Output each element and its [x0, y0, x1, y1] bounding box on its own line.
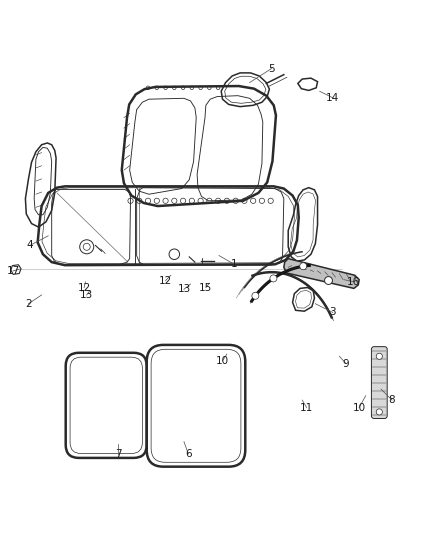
Text: 9: 9 [343, 359, 350, 369]
Text: 15: 15 [199, 282, 212, 293]
Text: 4: 4 [26, 240, 33, 251]
Text: 1: 1 [231, 260, 238, 269]
Text: 17: 17 [7, 266, 20, 276]
Text: 14: 14 [326, 93, 339, 103]
Text: 12: 12 [78, 282, 91, 293]
Text: 10: 10 [353, 402, 366, 413]
Text: 7: 7 [115, 449, 122, 459]
Text: 12: 12 [159, 276, 172, 286]
Circle shape [376, 353, 382, 359]
Text: 13: 13 [177, 284, 191, 294]
Text: 11: 11 [300, 402, 313, 413]
Text: 13: 13 [80, 290, 93, 300]
Polygon shape [284, 259, 359, 288]
Text: 3: 3 [329, 308, 336, 318]
Text: 2: 2 [25, 298, 32, 309]
Text: 10: 10 [216, 356, 229, 366]
Text: 8: 8 [389, 395, 396, 405]
Text: 16: 16 [347, 277, 360, 287]
Circle shape [300, 263, 307, 270]
Circle shape [252, 292, 259, 300]
Circle shape [270, 275, 277, 282]
Circle shape [376, 409, 382, 415]
FancyBboxPatch shape [371, 346, 387, 418]
Circle shape [325, 277, 332, 285]
Text: 5: 5 [268, 63, 275, 74]
Text: 6: 6 [185, 449, 192, 459]
